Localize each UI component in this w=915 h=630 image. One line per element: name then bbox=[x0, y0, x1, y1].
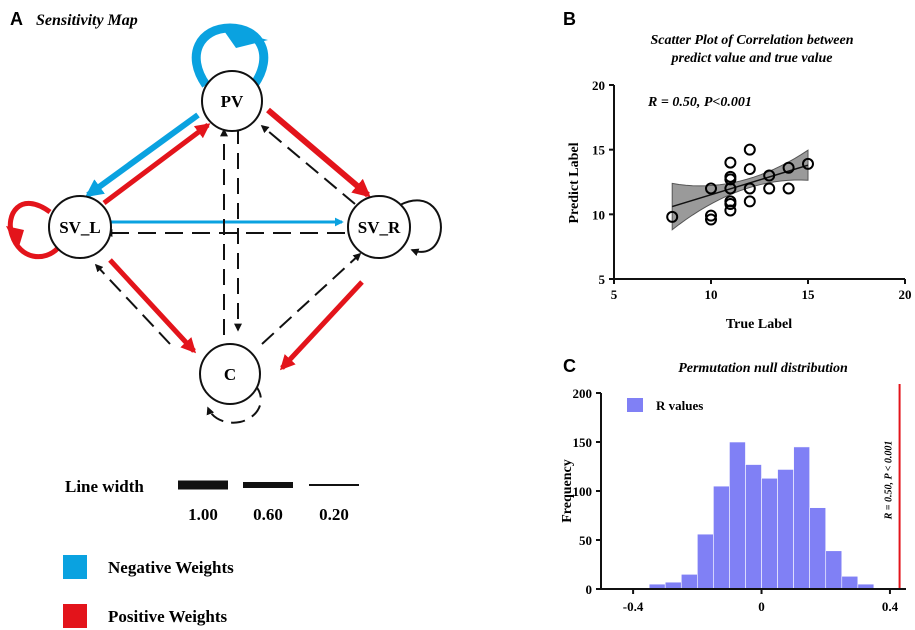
panel-c-letter: C bbox=[563, 356, 576, 376]
panel-b-y-tick-label: 5 bbox=[599, 272, 606, 287]
panel-c: C Permutation null distribution R = 0.50… bbox=[560, 356, 906, 614]
node-pv: PV bbox=[201, 70, 263, 132]
panel-c-bar bbox=[825, 550, 843, 590]
negative-weights-label: Negative Weights bbox=[108, 558, 234, 577]
linewidth-legend-title: Line width bbox=[65, 477, 144, 496]
panel-b-xlabel: True Label bbox=[726, 317, 792, 332]
panel-b-x-tick-label: 20 bbox=[899, 287, 912, 302]
panel-b-title-line-1: Scatter Plot of Correlation between bbox=[651, 33, 854, 48]
edge-pv-svr-positive bbox=[266, 107, 371, 198]
node-svr: SV_R bbox=[347, 195, 411, 259]
panel-c-y-tick-label: 150 bbox=[573, 435, 593, 450]
pv-self-loop-arrowhead bbox=[222, 28, 268, 48]
panel-c-bar bbox=[664, 581, 682, 590]
panel-b-axes: 5 10 15 20 5 10 15 20 bbox=[592, 78, 912, 302]
panel-b-x-tick-label: 15 bbox=[802, 287, 816, 302]
panel-b-y-tick-label: 10 bbox=[592, 207, 605, 222]
panel-c-bar bbox=[745, 464, 762, 590]
svl-self-loop-arrowhead bbox=[6, 226, 24, 250]
positive-weights-label: Positive Weights bbox=[108, 607, 228, 626]
panel-c-bar bbox=[761, 477, 778, 590]
panel-c-bars: R = 0.50, P < 0.001 bbox=[632, 384, 901, 590]
panel-b-point bbox=[724, 195, 737, 208]
color-legend: Negative Weights Positive Weights bbox=[63, 555, 234, 628]
panel-b-point bbox=[705, 209, 717, 222]
panel-c-bar bbox=[793, 446, 810, 590]
panel-c-bar bbox=[680, 573, 698, 590]
panel-b-point bbox=[724, 156, 737, 169]
panel-b-point bbox=[666, 210, 679, 223]
panel-b-letter: B bbox=[563, 9, 576, 29]
panel-c-bar bbox=[713, 485, 730, 590]
panel-c-legend-label: R values bbox=[656, 398, 703, 413]
panel-b-point bbox=[743, 163, 756, 176]
panel-b-point bbox=[743, 182, 756, 195]
panel-c-bar bbox=[729, 441, 746, 590]
panel-b-point bbox=[763, 169, 776, 182]
linewidth-label-1: 1.00 bbox=[188, 505, 218, 524]
panel-c-axes: -0.4 0 0.4 0 50 100 150 200 bbox=[573, 386, 906, 614]
panel-c-x-tick-label: -0.4 bbox=[623, 599, 644, 614]
linewidth-label-3: 0.20 bbox=[319, 505, 349, 524]
edge-svl-c-positive bbox=[108, 258, 197, 354]
panel-c-bar bbox=[809, 507, 827, 590]
negative-weights-swatch bbox=[63, 555, 87, 579]
svr-self-loop bbox=[399, 199, 442, 257]
panel-b-points bbox=[666, 143, 814, 226]
linewidth-label-2: 0.60 bbox=[253, 505, 283, 524]
panel-b-point bbox=[705, 213, 717, 226]
panel-c-ylabel: Frequency bbox=[560, 459, 575, 523]
panel-b-y-tick-label: 20 bbox=[592, 78, 605, 93]
panel-c-y-tick-label: 200 bbox=[573, 386, 593, 401]
panel-b-ylabel: Predict Label bbox=[567, 142, 582, 223]
panel-b-x-tick-label: 10 bbox=[705, 287, 718, 302]
panel-c-bar bbox=[697, 533, 714, 590]
edge-svl-pv-positive bbox=[102, 123, 211, 205]
panel-b-point bbox=[782, 182, 795, 195]
panel-c-y-tick-label: 50 bbox=[579, 533, 592, 548]
c-self-loop bbox=[206, 384, 262, 424]
panel-c-y-tick-label: 100 bbox=[573, 484, 593, 499]
panel-b-point bbox=[743, 195, 756, 208]
panel-a-title: Sensitivity Map bbox=[36, 12, 138, 29]
panel-c-observed-label: R = 0.50, P < 0.001 bbox=[884, 441, 895, 521]
panel-b-point bbox=[763, 182, 776, 195]
panel-b: B Scatter Plot of Correlation between pr… bbox=[563, 9, 912, 332]
panel-c-y-tick-label: 0 bbox=[586, 582, 593, 597]
edge-c-svl bbox=[94, 263, 171, 345]
node-svl-label: SV_L bbox=[59, 218, 101, 237]
panel-c-x-tick-label: 0 bbox=[758, 599, 765, 614]
panel-b-y-tick-label: 15 bbox=[592, 143, 606, 158]
panel-c-bar bbox=[841, 575, 859, 590]
positive-weights-swatch bbox=[63, 604, 87, 628]
edge-svr-pv bbox=[260, 124, 356, 205]
pv-self-loop bbox=[191, 23, 269, 88]
node-svr-label: SV_R bbox=[358, 218, 401, 237]
panel-b-point bbox=[782, 161, 795, 174]
node-c: C bbox=[199, 343, 261, 405]
panel-c-legend-swatch bbox=[627, 398, 643, 412]
node-c-label: C bbox=[224, 365, 236, 384]
edge-c-svr bbox=[261, 252, 362, 345]
panel-b-point bbox=[802, 157, 814, 170]
panel-b-point bbox=[743, 143, 756, 156]
panel-c-bar bbox=[777, 469, 794, 590]
panel-b-annotation: R = 0.50, P<0.001 bbox=[647, 95, 752, 110]
linewidth-legend: Line width 1.00 0.60 0.20 bbox=[65, 477, 359, 524]
edge-pv-svl-negative bbox=[85, 112, 200, 198]
panel-a-letter: A bbox=[10, 9, 23, 29]
panel-c-title: Permutation null distribution bbox=[678, 361, 848, 376]
panel-b-x-tick-label: 5 bbox=[611, 287, 618, 302]
panel-b-point bbox=[705, 182, 717, 195]
node-svl: SV_L bbox=[48, 195, 112, 259]
panel-b-ci-band bbox=[671, 149, 809, 231]
node-pv-label: PV bbox=[221, 92, 244, 111]
edge-svr-c-positive bbox=[279, 280, 364, 371]
panel-c-x-tick-label: 0.4 bbox=[882, 599, 899, 614]
panel-b-title-line-2: predict value and true value bbox=[671, 51, 833, 66]
panel-a: A Sensitivity Map bbox=[6, 9, 442, 628]
panel-b-point bbox=[724, 170, 737, 183]
